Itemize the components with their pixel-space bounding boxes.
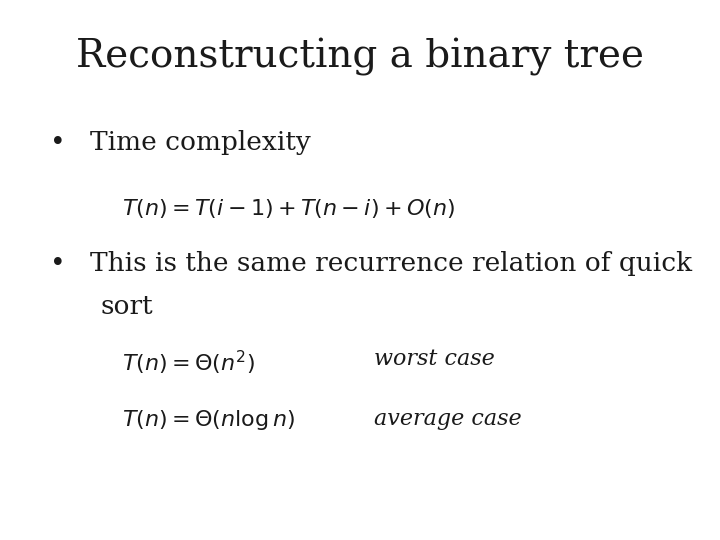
Text: $T(n) = T(i-1) + T(n-i) + O(n)$: $T(n) = T(i-1) + T(n-i) + O(n)$	[122, 197, 456, 220]
Text: sort: sort	[101, 294, 153, 319]
Text: •: •	[50, 251, 66, 276]
Text: Time complexity: Time complexity	[90, 130, 311, 154]
Text: Reconstructing a binary tree: Reconstructing a binary tree	[76, 38, 644, 76]
Text: $T(n) = \Theta(n \log n)$: $T(n) = \Theta(n \log n)$	[122, 408, 295, 431]
Text: average case: average case	[374, 408, 522, 430]
Text: $T(n) = \Theta(n^2)$: $T(n) = \Theta(n^2)$	[122, 348, 256, 376]
Text: •: •	[50, 130, 66, 154]
Text: worst case: worst case	[374, 348, 495, 370]
Text: This is the same recurrence relation of quick: This is the same recurrence relation of …	[90, 251, 692, 276]
